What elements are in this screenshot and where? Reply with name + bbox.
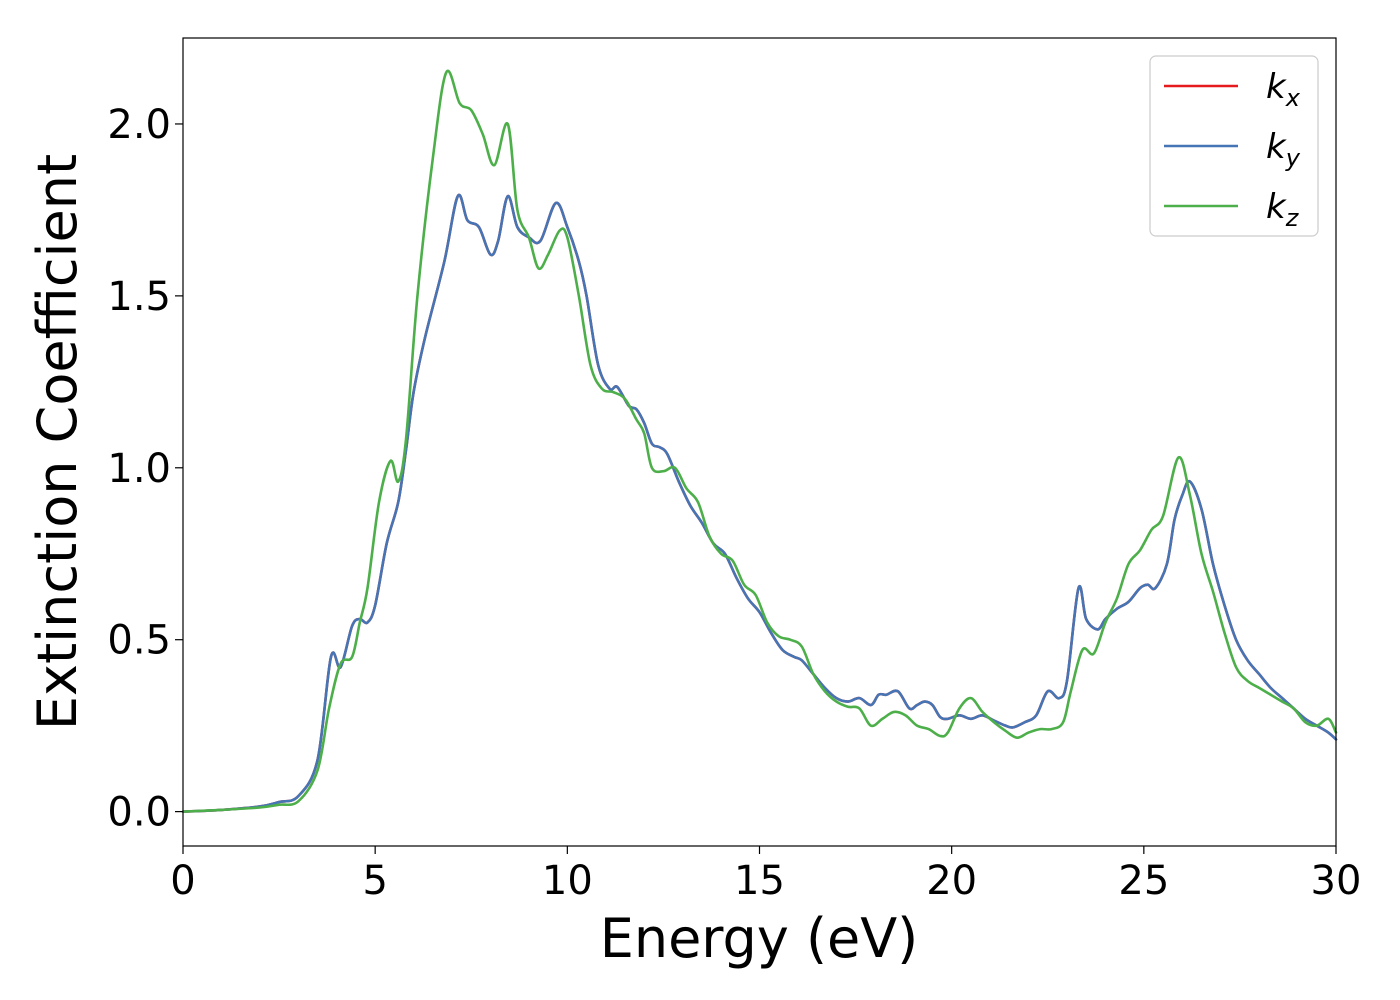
y-tick-label: 2.0 [107, 102, 171, 148]
x-tick-label: 25 [1118, 858, 1169, 904]
legend-label-kx: kx [1266, 67, 1301, 112]
series-group [181, 69, 1338, 813]
x-tick-label: 0 [170, 858, 195, 904]
x-tick-label: 30 [1311, 858, 1362, 904]
y-tick-label: 1.0 [107, 446, 171, 492]
y-tick-label: 1.5 [107, 274, 171, 320]
x-axis: 0 5 10 15 20 25 30 [170, 846, 1361, 904]
y-tick-label: 0.5 [107, 618, 171, 664]
x-axis-title: Energy (eV) [600, 907, 919, 970]
series-line-ky [181, 193, 1338, 813]
y-tick-label: 0.0 [107, 790, 171, 836]
x-tick-label: 20 [926, 858, 977, 904]
y-axis: 0.0 0.5 1.0 1.5 2.0 [107, 102, 183, 836]
x-tick-label: 10 [542, 858, 593, 904]
legend-label-kz: kz [1266, 187, 1300, 232]
x-tick-label: 15 [734, 858, 785, 904]
x-tick-label: 5 [362, 858, 387, 904]
y-axis-title: Extinction Coefficient [26, 154, 89, 730]
legend-label-ky: ky [1266, 127, 1301, 172]
legend: kx ky kz [1149, 55, 1319, 237]
series-line-kz [181, 69, 1338, 813]
